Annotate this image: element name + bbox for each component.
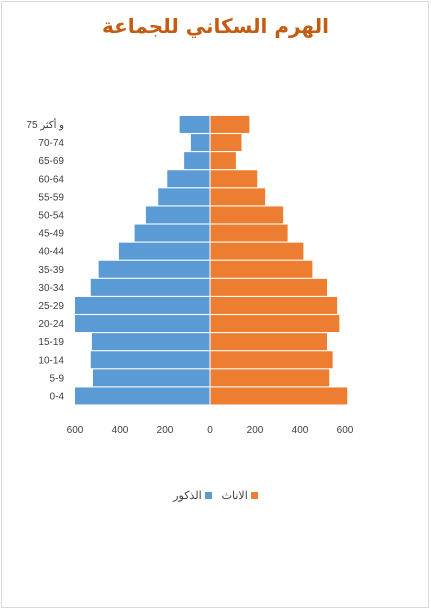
bar-females-0	[210, 387, 348, 405]
bar-males-3	[91, 333, 210, 351]
bar-females-2	[210, 351, 333, 369]
x-tick-label-5: 400	[292, 425, 309, 436]
chart-legend: الذكور الاناث	[0, 489, 431, 502]
legend-label-males: الذكور	[173, 490, 202, 502]
x-tick-label-3: 0	[207, 425, 213, 436]
legend-item-males: الذكور	[173, 489, 212, 502]
bar-females-3	[210, 333, 327, 351]
y-tick-label-10: 50-54	[38, 210, 64, 221]
y-tick-label-2: 10-14	[38, 355, 64, 366]
legend-label-females: الاناث	[221, 490, 248, 502]
bar-males-7	[98, 260, 210, 278]
bar-males-1	[93, 369, 210, 387]
x-tick-label-1: 400	[112, 425, 129, 436]
bar-males-9	[134, 224, 210, 242]
y-tick-label-15: 75 و أكثر	[26, 118, 64, 131]
bar-females-13	[210, 152, 236, 170]
x-tick-label-2: 200	[157, 425, 174, 436]
bar-males-6	[90, 278, 210, 296]
x-tick-label-4: 200	[247, 425, 264, 436]
bar-males-15	[179, 115, 210, 133]
y-tick-label-1: 5-9	[50, 373, 65, 384]
y-tick-label-3: 15-19	[38, 337, 64, 348]
y-tick-label-8: 40-44	[38, 247, 64, 258]
y-tick-label-6: 30-34	[38, 283, 64, 294]
bar-females-14	[210, 134, 242, 152]
bar-females-5	[210, 296, 338, 314]
bar-females-1	[210, 369, 330, 387]
y-tick-label-13: 65-69	[38, 156, 64, 167]
bar-males-12	[167, 170, 210, 188]
bar-males-14	[190, 134, 210, 152]
x-tick-label-0: 600	[67, 425, 84, 436]
bar-females-8	[210, 242, 304, 260]
bar-females-7	[210, 260, 313, 278]
y-tick-label-0: 0-4	[50, 391, 65, 402]
legend-swatch-males	[204, 492, 212, 499]
y-tick-label-12: 60-64	[38, 174, 64, 185]
bar-males-8	[118, 242, 210, 260]
bar-females-4	[210, 315, 340, 333]
y-tick-label-7: 35-39	[38, 265, 64, 276]
bar-females-15	[210, 115, 250, 133]
bar-females-12	[210, 170, 258, 188]
y-tick-label-9: 45-49	[38, 229, 64, 240]
y-tick-label-14: 70-74	[38, 138, 64, 149]
x-tick-label-6: 600	[337, 425, 354, 436]
bar-females-11	[210, 188, 266, 206]
bar-males-13	[184, 152, 210, 170]
bar-males-11	[158, 188, 210, 206]
chart-title: الهرم السكاني للجماعة	[102, 14, 329, 38]
bar-males-0	[75, 387, 210, 405]
bar-females-10	[210, 206, 284, 224]
bar-females-9	[210, 224, 288, 242]
bar-males-4	[75, 315, 210, 333]
bar-females-6	[210, 278, 327, 296]
y-tick-label-5: 25-29	[38, 301, 64, 312]
bar-males-2	[90, 351, 210, 369]
legend-item-females: الاناث	[222, 489, 258, 502]
bar-males-10	[145, 206, 210, 224]
y-tick-label-11: 55-59	[38, 192, 64, 203]
legend-swatch-females	[250, 492, 258, 499]
bar-males-5	[75, 296, 210, 314]
y-tick-label-4: 20-24	[38, 319, 64, 330]
